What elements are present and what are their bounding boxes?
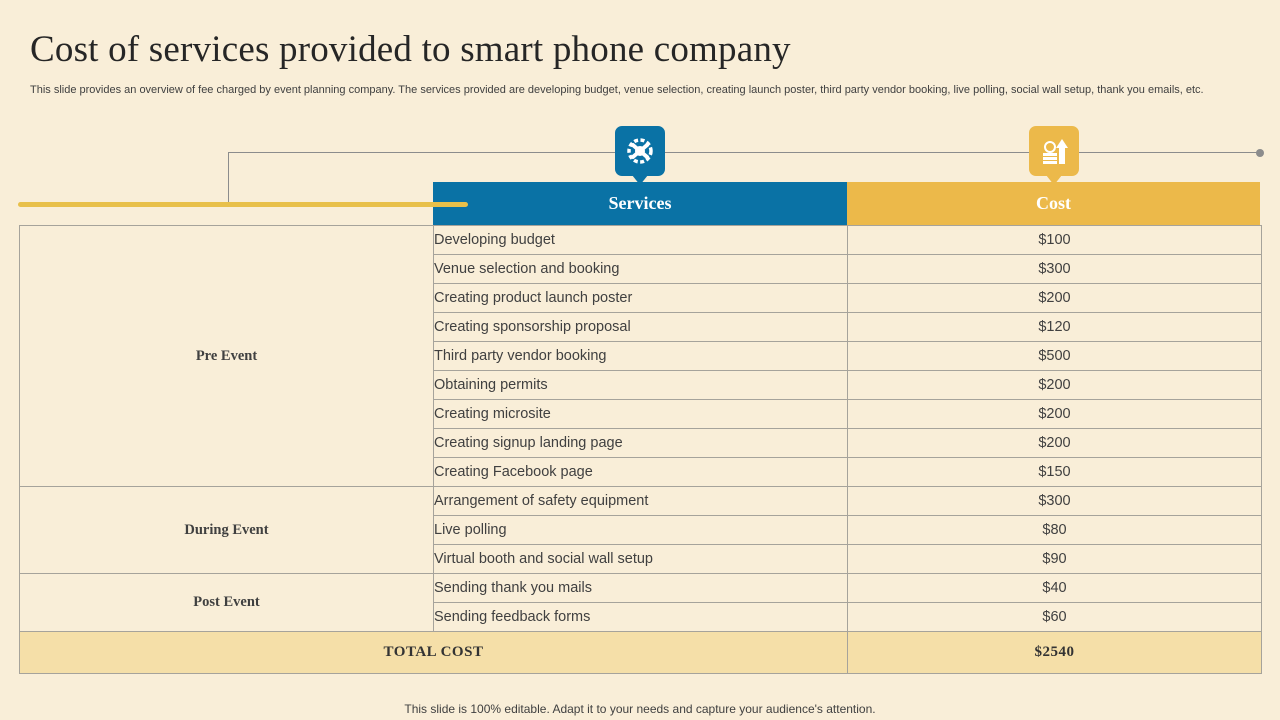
cost-cell: $90: [847, 544, 1262, 574]
service-cell: Creating signup landing page: [433, 428, 848, 458]
service-cell: Creating Facebook page: [433, 457, 848, 487]
table-row: Creating product launch poster $200: [20, 283, 1262, 313]
table-row: Creating Facebook page $150: [20, 457, 1262, 487]
cost-cell: $60: [847, 602, 1262, 632]
service-cell: Third party vendor booking: [433, 341, 848, 371]
table-row: Creating microsite $200: [20, 399, 1262, 429]
cost-cell: $200: [847, 283, 1262, 313]
category-cell: Post Event: [19, 573, 434, 632]
table-row: Obtaining permits $200: [20, 370, 1262, 400]
service-cell: Developing budget: [433, 225, 848, 255]
table-row: Creating signup landing page $200: [20, 428, 1262, 458]
cost-cell: $40: [847, 573, 1262, 603]
service-cell: Creating microsite: [433, 399, 848, 429]
total-value: $2540: [847, 631, 1262, 674]
service-cell: Virtual booth and social wall setup: [433, 544, 848, 574]
cost-header: Cost: [847, 182, 1260, 225]
money-growth-icon: [1029, 126, 1079, 185]
total-label: TOTAL COST: [19, 631, 848, 674]
table-row: During Event Arrangement of safety equipm…: [19, 486, 1262, 574]
service-cell: Arrangement of safety equipment: [433, 486, 848, 516]
service-cell: Live polling: [433, 515, 848, 545]
page-title: Cost of services provided to smart phone…: [30, 29, 791, 70]
footer-note: This slide is 100% editable. Adapt it to…: [404, 702, 876, 716]
cost-cell: $300: [847, 254, 1262, 284]
connector-line-vertical: [228, 152, 229, 204]
table-row: Live polling $80: [20, 515, 1262, 545]
page-subtitle: This slide provides an overview of fee c…: [30, 84, 1204, 96]
service-cell: Creating product launch poster: [433, 283, 848, 313]
service-cell: Obtaining permits: [433, 370, 848, 400]
connector-dot: [1256, 149, 1264, 157]
accent-bar: [18, 202, 468, 207]
cost-cell: $300: [847, 486, 1262, 516]
table-row: Creating sponsorship proposal $120: [20, 312, 1262, 342]
category-cell: Pre Event: [19, 225, 434, 487]
connector-line: [228, 152, 1260, 153]
total-row: TOTAL COST $2540: [19, 631, 1262, 674]
service-cell: Sending feedback forms: [433, 602, 848, 632]
table-row: Post Event Sending thank you mails $40: [19, 573, 1262, 632]
table-row: Sending feedback forms $60: [20, 602, 1262, 632]
service-cell: Creating sponsorship proposal: [433, 312, 848, 342]
cost-cell: $500: [847, 341, 1262, 371]
cost-table: Pre Event Developing budget $100 Venue sele…: [19, 225, 1262, 674]
cost-cell: $200: [847, 399, 1262, 429]
cost-cell: $100: [847, 225, 1262, 255]
cost-cell: $150: [847, 457, 1262, 487]
category-cell: During Event: [19, 486, 434, 574]
cost-cell: $120: [847, 312, 1262, 342]
table-row: Pre Event Developing budget $100: [19, 225, 1262, 487]
tools-gear-icon: [615, 126, 665, 185]
service-cell: Sending thank you mails: [433, 573, 848, 603]
service-cell: Venue selection and booking: [433, 254, 848, 284]
services-header: Services: [433, 182, 847, 225]
cost-cell: $80: [847, 515, 1262, 545]
table-row: Third party vendor booking $500: [20, 341, 1262, 371]
cost-cell: $200: [847, 370, 1262, 400]
cost-cell: $200: [847, 428, 1262, 458]
